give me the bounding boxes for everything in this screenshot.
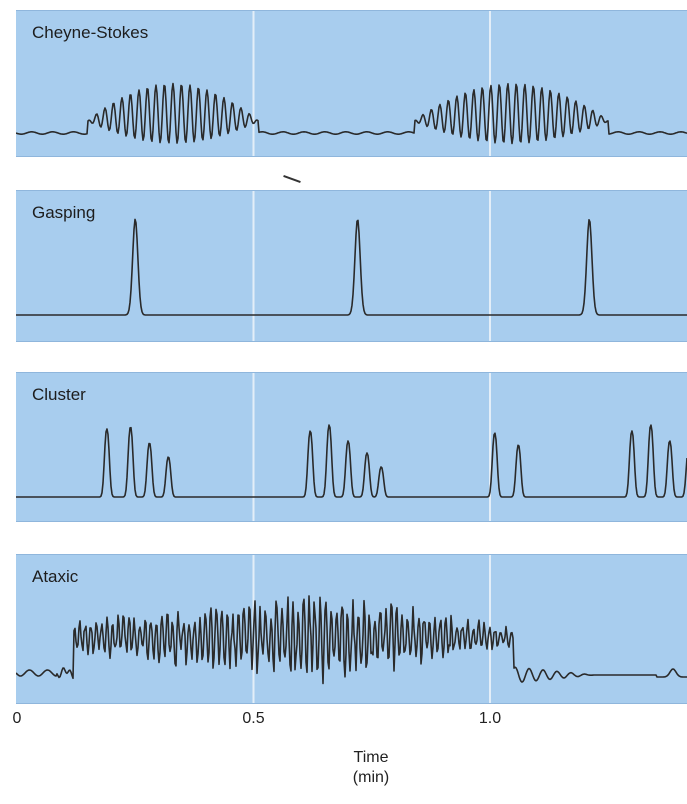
cluster-label: Cluster: [32, 385, 86, 404]
cluster-trace: [16, 424, 687, 498]
ataxic-panel: Ataxic: [16, 554, 687, 704]
x-tick-label: 1.0: [478, 710, 502, 727]
gasping-trace: [16, 218, 687, 316]
x-tick-label: 0.5: [242, 710, 265, 727]
cluster-panel: Cluster: [16, 372, 687, 522]
cheyne-stokes-panel: Cheyne-Stokes: [16, 10, 687, 157]
ataxic-trace: [16, 595, 687, 685]
x-axis-unit: (min): [352, 769, 390, 786]
cluster-plot: [16, 373, 687, 521]
gasping-plot: [16, 191, 687, 341]
cheyne-stokes-label: Cheyne-Stokes: [32, 23, 149, 42]
ataxic-plot: [16, 555, 687, 703]
gasping-panel: Gasping: [16, 190, 687, 342]
cheyne-stokes-plot: [16, 11, 687, 156]
ataxic-label: Ataxic: [32, 567, 79, 586]
stray-mark: [283, 174, 301, 184]
x-tick-label: 0: [12, 710, 22, 727]
cheyne-stokes-trace: [16, 82, 687, 145]
gasping-label: Gasping: [32, 203, 96, 222]
x-axis-title: Time: [353, 749, 389, 766]
